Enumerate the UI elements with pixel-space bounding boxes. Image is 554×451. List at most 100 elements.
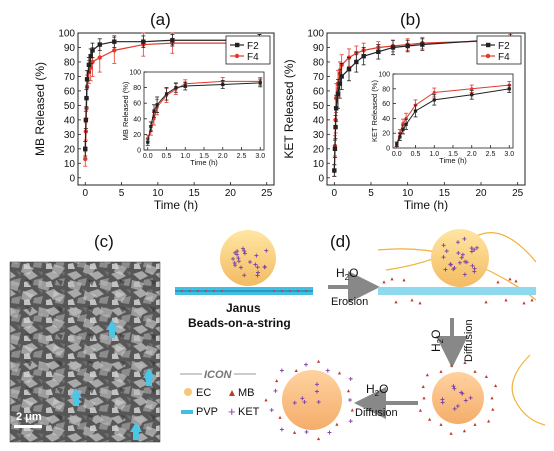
y-tick-label: 60 — [64, 86, 76, 97]
mb-mark — [473, 422, 477, 426]
janus-fiber — [175, 230, 313, 295]
y-tick-label: 80 — [313, 57, 325, 68]
h2o-label-3: H2O — [366, 382, 388, 398]
janus-label-2: Beads-on-a-string — [188, 316, 291, 330]
x-axis-label: Time (h) — [154, 198, 198, 212]
data-point-f2 — [376, 49, 381, 55]
data-point-f2 — [183, 84, 187, 88]
x-tick-label: 10 — [402, 188, 414, 199]
ket-in-bead — [441, 236, 479, 277]
diffusing-bead — [418, 354, 546, 435]
y-axis-label: MB Released (%) — [33, 62, 47, 156]
series-line-f4 — [396, 84, 510, 145]
ec-bead — [432, 372, 484, 424]
y-tick-label: 20 — [382, 131, 390, 138]
data-point-f2 — [420, 42, 425, 47]
mb-mark — [402, 278, 406, 282]
chart-b: 0 5 10 15 20 25 0 10 20 30 40 50 60 70 80 90 100 Time (h)… — [282, 29, 526, 212]
y-tick-label: 100 — [307, 29, 324, 40]
data-point-f2 — [146, 140, 150, 144]
diffusion-label-horizontal: Diffusion — [355, 407, 398, 419]
y-tick-label: 60 — [313, 86, 325, 97]
legend-marker — [234, 53, 240, 59]
mb-mark — [484, 300, 488, 304]
mb-mark — [439, 369, 443, 373]
data-point-f2 — [339, 74, 344, 79]
data-point-f2 — [346, 66, 352, 72]
x-tick-label: 2.0 — [218, 153, 228, 160]
sem-arrows — [70, 320, 155, 440]
y-tick-label: 90 — [313, 43, 325, 54]
icon-legend-ec: EC — [196, 387, 211, 399]
x-tick-label: 25 — [512, 188, 524, 199]
data-point-f2 — [337, 81, 343, 86]
x-tick-label: 1.0 — [429, 151, 439, 158]
y-tick-label: 90 — [64, 43, 76, 54]
y-tick-label: 80 — [133, 85, 141, 92]
y-tick-label: 20 — [133, 132, 141, 139]
legend-marker — [485, 53, 491, 59]
y-tick-label: 10 — [64, 159, 76, 170]
mb-mark — [394, 300, 398, 304]
x-tick-label: 0.5 — [162, 153, 172, 160]
data-point-f4 — [97, 55, 102, 60]
data-point-f2 — [83, 117, 89, 123]
icon-legend-ket: KET — [238, 406, 260, 418]
mb-mark — [278, 415, 282, 419]
x-tick-label: 15 — [189, 188, 201, 199]
data-point-f2 — [86, 62, 92, 68]
icon-legend: ICON EC MB PVP + KET — [180, 369, 260, 419]
ket-icon: + — [228, 404, 236, 419]
panel-label-a: (a) — [150, 10, 171, 29]
x-tick-label: 0 — [82, 188, 88, 199]
x-tick-label: 20 — [475, 188, 487, 199]
data-point-f2 — [470, 93, 474, 97]
data-point-f2 — [332, 168, 337, 173]
pvp-icon — [181, 410, 193, 414]
diffusion-label-vertical: Diffusion — [463, 319, 475, 362]
mb-mark — [484, 374, 488, 378]
mb-released — [382, 277, 534, 305]
data-point-f2 — [333, 124, 338, 130]
eroded-fiber — [377, 229, 537, 305]
mb-mark — [463, 360, 467, 364]
mb-released — [418, 360, 498, 435]
y-tick-label: 0 — [69, 173, 75, 184]
data-point-f2 — [398, 135, 402, 139]
y-tick-label: 70 — [313, 72, 325, 83]
y-tick-label: 10 — [313, 159, 325, 170]
x-tick-label: 0.0 — [392, 151, 402, 158]
y-tick-label: 80 — [382, 86, 390, 93]
icon-legend-pvp: PVP — [196, 406, 218, 418]
plot-frame — [77, 32, 275, 186]
mb-mark — [337, 371, 342, 375]
data-point-f2 — [170, 38, 175, 43]
y-tick-label: 20 — [313, 144, 325, 155]
sem-arrow — [70, 388, 82, 406]
mb-mark — [473, 369, 477, 373]
ket-in-bead — [440, 384, 473, 411]
data-point-f2 — [174, 86, 178, 90]
mb-mark — [292, 430, 297, 434]
data-point-f2 — [404, 122, 408, 126]
mb-mark — [514, 279, 518, 283]
mb-mark — [491, 407, 495, 411]
data-point-f2 — [155, 103, 159, 107]
mb-mark — [418, 408, 423, 412]
y-tick-label: 100 — [58, 29, 75, 40]
final-bead — [264, 359, 354, 441]
y-tick-label: 60 — [133, 101, 141, 108]
y-tick-label: 20 — [64, 144, 76, 155]
y-tick-label: 30 — [64, 130, 76, 141]
x-tick-label: 2.5 — [486, 151, 496, 158]
mb-mark — [493, 384, 498, 388]
mb-mark — [350, 408, 354, 412]
data-point-f2 — [90, 48, 95, 53]
x-axis-label: Time (h) — [190, 158, 218, 167]
x-tick-label: 0.5 — [411, 151, 421, 158]
chart-a: 0 5 10 15 20 25 0 10 20 30 40 50 60 70 80 90 100 Time (h)… — [33, 29, 275, 212]
y-tick-label: 30 — [313, 130, 325, 141]
panel-label-d: (d) — [330, 232, 351, 251]
data-point-f4 — [83, 156, 88, 162]
x-axis-label: Time (h) — [404, 198, 448, 212]
